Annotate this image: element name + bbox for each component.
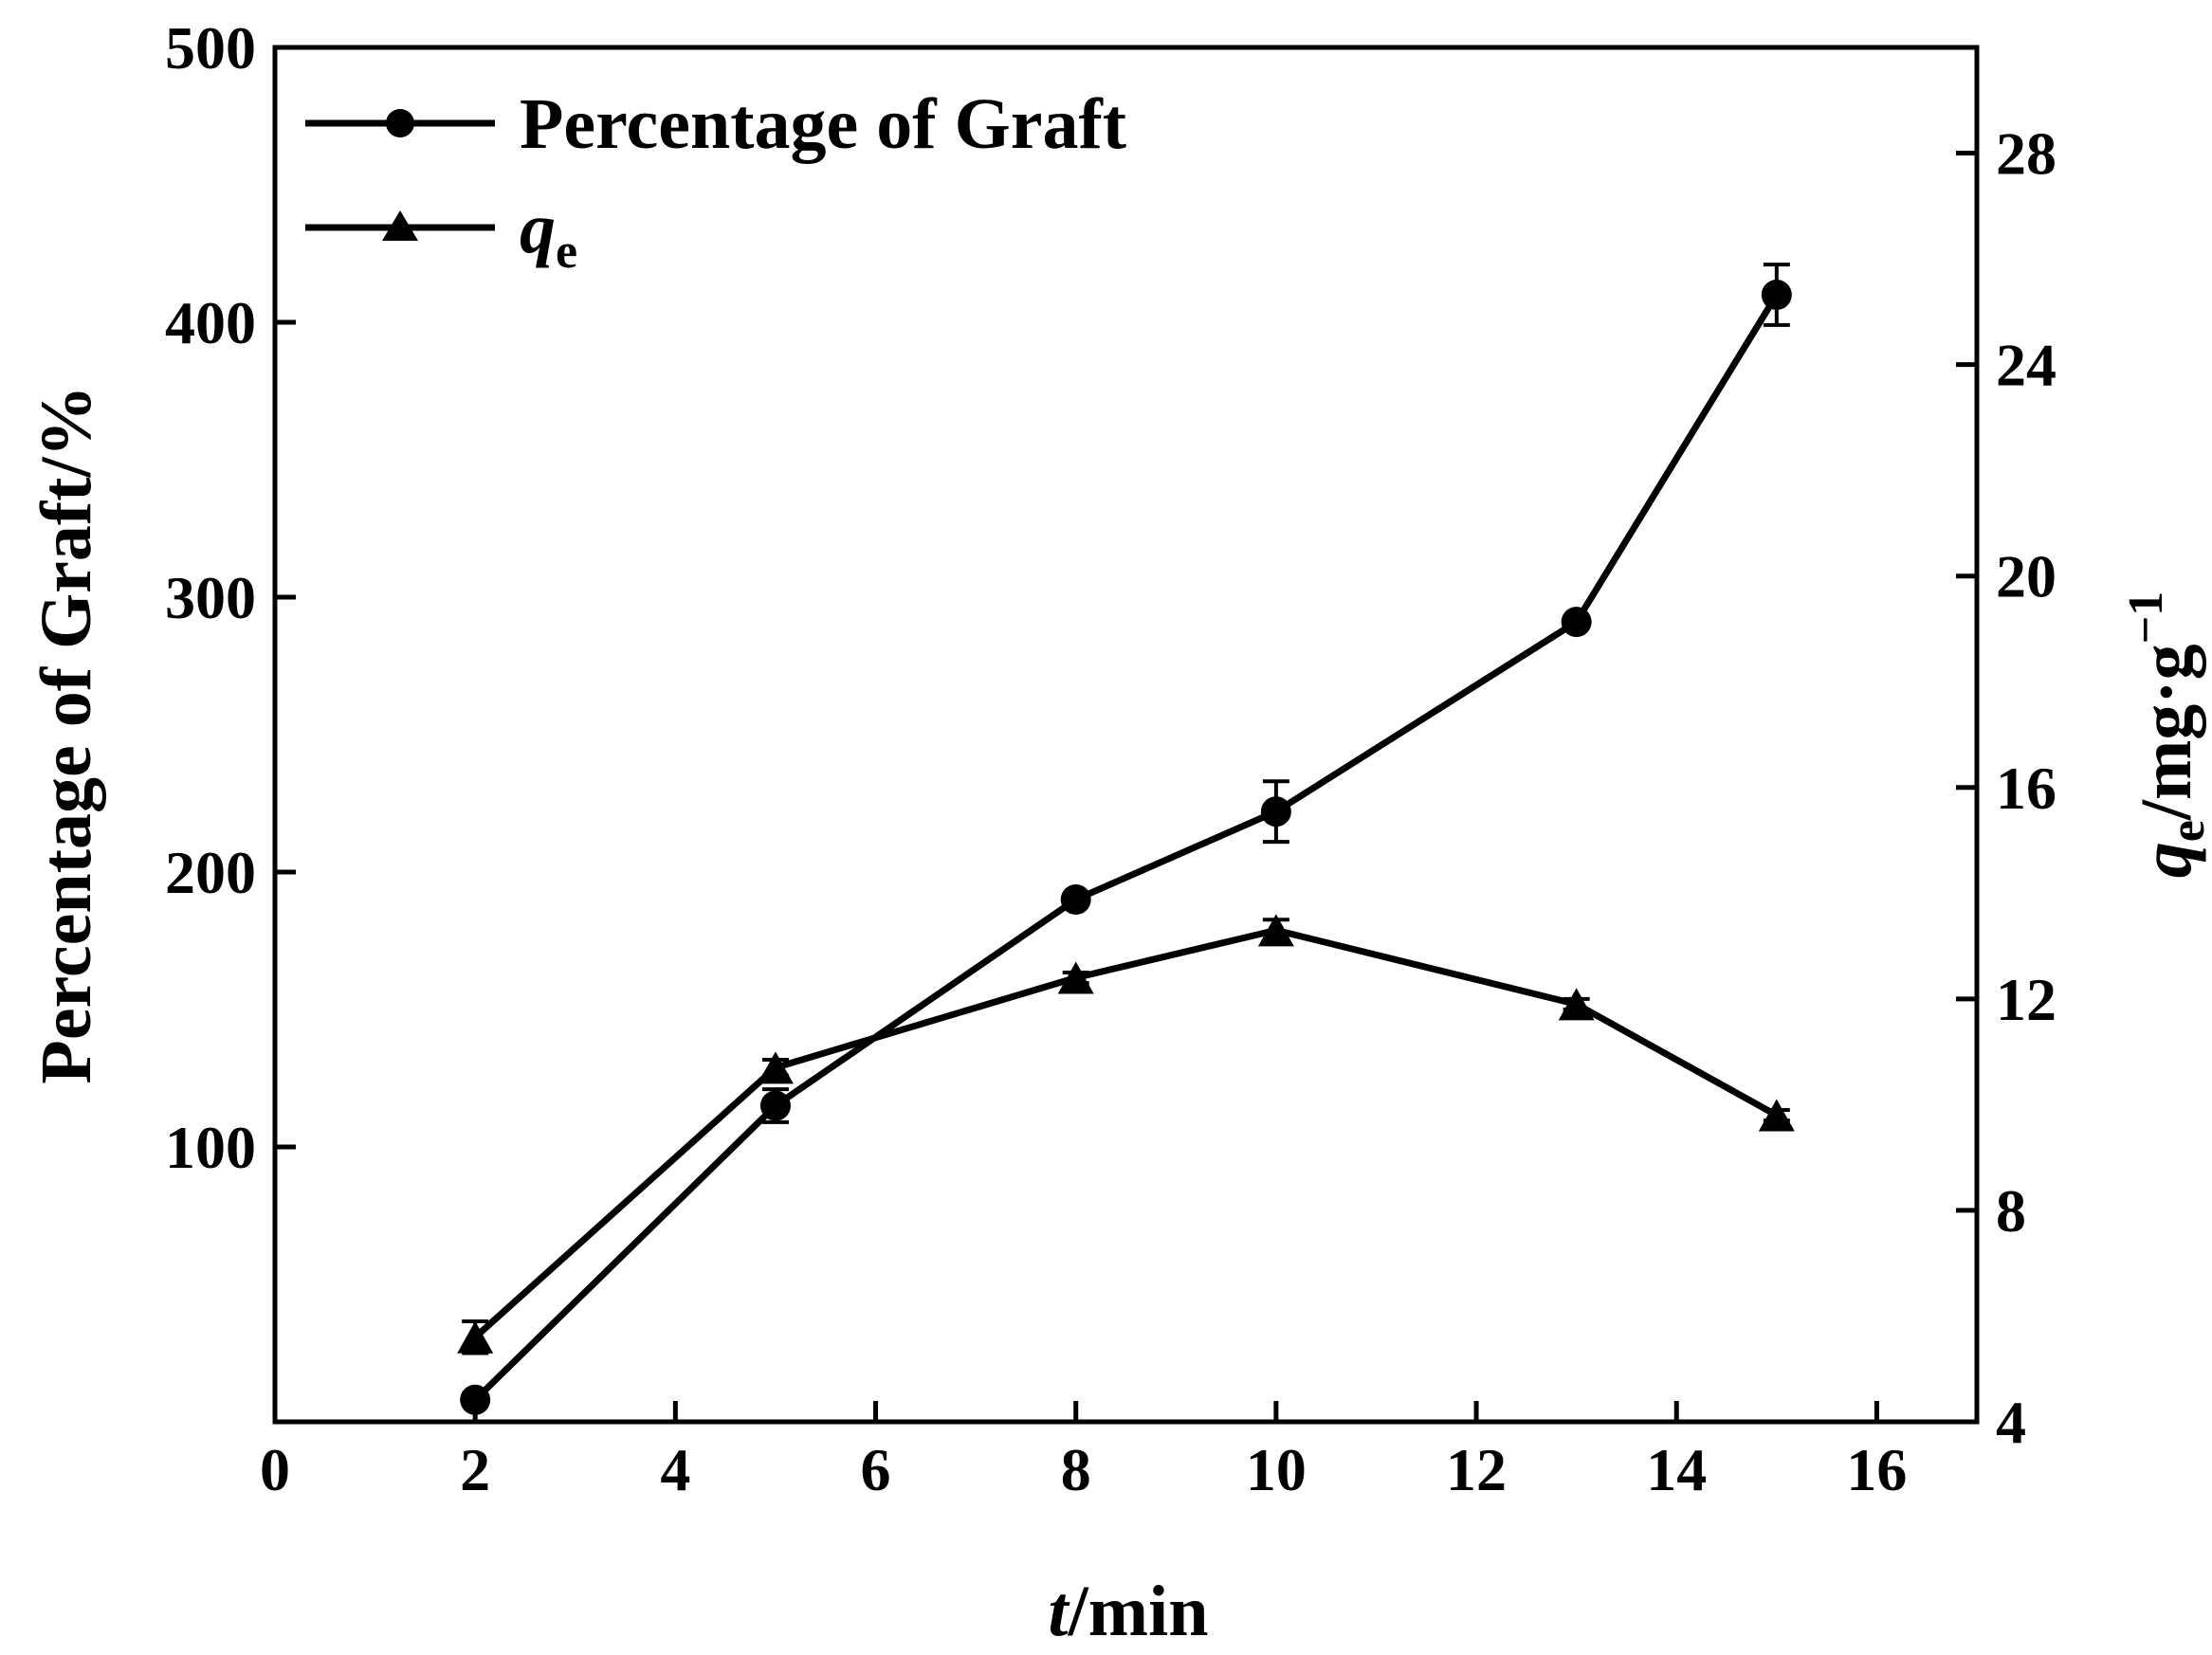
legend-label-graft: Percentage of Graft bbox=[520, 84, 1126, 164]
right-y-axis-title-unit: /mg·g bbox=[2127, 644, 2206, 821]
data-point-circle bbox=[1761, 280, 1792, 310]
legend-marker-triangle bbox=[382, 210, 418, 241]
x-tick-label: 0 bbox=[260, 1436, 290, 1503]
legend-label-qe: qe bbox=[520, 189, 577, 279]
right-y-tick-label: 12 bbox=[1996, 966, 2057, 1033]
x-tick-label: 4 bbox=[660, 1436, 690, 1503]
x-tick-label: 14 bbox=[1646, 1436, 1707, 1503]
data-point-circle bbox=[1561, 607, 1592, 638]
x-axis-title-unit: /min bbox=[1068, 1572, 1209, 1651]
left-y-tick-label: 400 bbox=[165, 289, 256, 356]
right-y-axis-title: qe/mg·g−1 bbox=[2119, 591, 2212, 879]
x-axis-ticks: 0 2 4 6 8 10 12 14 16 bbox=[260, 1401, 1907, 1503]
right-y-axis-title-var: q bbox=[2127, 842, 2206, 878]
right-y-axis-ticks: 4 8 12 16 20 24 28 bbox=[1956, 120, 2057, 1456]
x-tick-label: 8 bbox=[1061, 1436, 1091, 1503]
data-point-triangle bbox=[1257, 914, 1294, 947]
right-y-tick-label: 20 bbox=[1996, 543, 2057, 610]
right-y-tick-label: 4 bbox=[1996, 1389, 2026, 1456]
right-y-tick-label: 16 bbox=[1996, 755, 2057, 822]
left-y-tick-label: 300 bbox=[165, 564, 256, 631]
right-y-tick-label: 8 bbox=[1996, 1177, 2026, 1245]
legend-label-qe-sub: e bbox=[556, 225, 577, 279]
right-y-axis-title-sub: e bbox=[2161, 820, 2212, 842]
data-point-triangle bbox=[1558, 988, 1595, 1021]
x-axis-title-var: t bbox=[1049, 1572, 1071, 1651]
series-line-qe bbox=[472, 926, 1779, 1340]
left-y-tick-label: 100 bbox=[165, 1114, 256, 1181]
x-tick-label: 16 bbox=[1846, 1436, 1907, 1503]
left-y-axis-title: Percentage of Graft/% bbox=[27, 385, 106, 1083]
plot-frame bbox=[272, 45, 1980, 1425]
right-y-tick-label: 24 bbox=[1996, 332, 2057, 399]
x-tick-label: 6 bbox=[861, 1436, 891, 1503]
data-point-triangle bbox=[1057, 961, 1094, 994]
data-point-circle bbox=[759, 1090, 791, 1121]
data-point-triangle bbox=[757, 1051, 794, 1084]
x-tick-label: 2 bbox=[460, 1436, 490, 1503]
legend-marker-circle bbox=[386, 109, 414, 137]
legend: Percentage of Graft qe bbox=[305, 84, 1126, 279]
data-point-circle bbox=[460, 1384, 491, 1415]
right-y-tick-label: 28 bbox=[1996, 120, 2057, 188]
right-y-axis-title-sup: −1 bbox=[2119, 591, 2173, 645]
series-layer bbox=[457, 263, 1795, 1415]
data-point-triangle bbox=[457, 1320, 494, 1354]
x-axis-title: t/min bbox=[1049, 1572, 1209, 1651]
left-y-axis-ticks: 100 200 300 400 500 bbox=[165, 14, 296, 1181]
x-tick-label: 12 bbox=[1446, 1436, 1507, 1503]
left-y-tick-label: 500 bbox=[165, 14, 256, 82]
x-tick-label: 10 bbox=[1246, 1436, 1307, 1503]
legend-label-qe-var: q bbox=[520, 189, 556, 268]
data-point-triangle bbox=[1758, 1099, 1795, 1132]
series-line-graft bbox=[472, 293, 1780, 1403]
left-y-tick-label: 200 bbox=[165, 839, 256, 906]
data-point-circle bbox=[1060, 884, 1091, 915]
data-point-circle bbox=[1260, 796, 1291, 828]
